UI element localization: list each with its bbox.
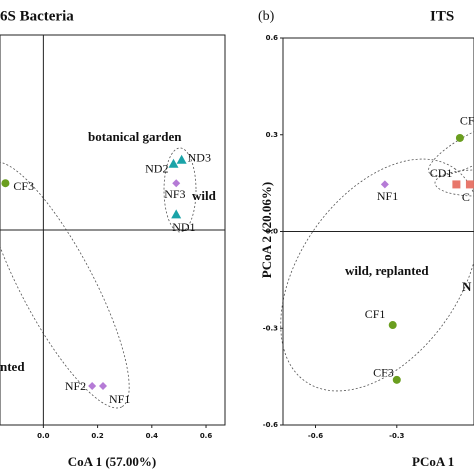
y-tick-label: 0.3 [266,131,279,139]
x-tick-label: -0.6 [308,432,323,440]
point-label: NF3 [164,187,185,201]
chart-title: 6S Bacteria [0,8,74,24]
group-ellipse [434,169,474,197]
group-ellipse [428,119,474,177]
point-label: ND3 [188,151,211,165]
y-axis-label: PCoA 2 (20.06%) [259,182,274,278]
point-label: NF1 [109,392,130,406]
point-label: CF [460,114,474,128]
panel-label: (b) [258,9,275,24]
point [388,321,397,330]
annotation: botanical garden [88,129,182,144]
chart-title: ITS [430,8,454,24]
annotation: N [462,279,472,294]
point [88,382,97,390]
annotation: nted [0,359,25,374]
annotation: wild [192,188,217,203]
y-tick-label: 0.6 [266,34,279,42]
point-label: CF3 [13,179,34,193]
group-ellipse [163,147,197,233]
point-label: ND1 [172,220,195,234]
x-tick-label: 0.0 [37,432,50,440]
point-label: CF1 [365,307,386,321]
point [99,382,108,390]
point [171,209,182,219]
x-axis-label: PCoA 1 [412,454,454,469]
annotation: wild, replanted [345,263,429,278]
point [168,158,179,168]
point-label: CD1 [430,166,453,180]
point-label: ND2 [145,161,168,175]
y-tick-label: -0.6 [263,421,278,429]
x-tick-label: 0.6 [200,432,213,440]
group-ellipse [280,158,474,392]
point-label: CF3 [373,366,394,380]
point [452,180,461,189]
point [455,133,464,142]
point-label: NF1 [377,189,398,203]
point [176,154,187,164]
point-label: NF2 [65,379,86,393]
point [172,179,181,188]
y-tick-label: 0.0 [266,228,279,236]
point [392,375,401,384]
x-tick-label: -0.3 [389,432,404,440]
point [380,180,389,189]
point [465,180,474,189]
point-label: C [462,190,470,204]
group-ellipse [0,161,130,409]
point [1,179,10,188]
x-tick-label: 0.2 [91,432,104,440]
x-tick-label: 0.4 [146,432,159,440]
y-tick-label: -0.3 [263,324,278,332]
x-axis-label: CoA 1 (57.00%) [68,454,156,469]
